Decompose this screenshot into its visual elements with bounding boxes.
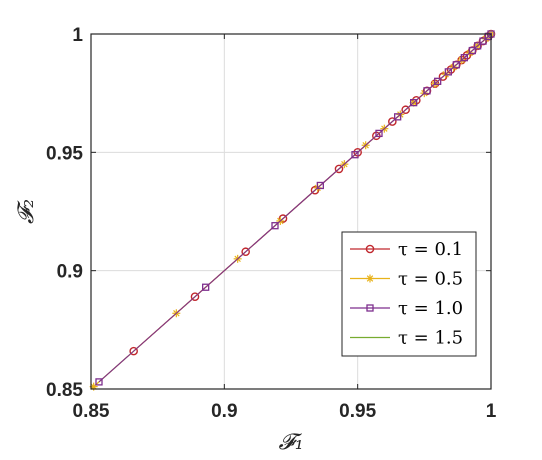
data-point: [479, 37, 487, 45]
legend-box: [341, 231, 477, 357]
data-point: [202, 283, 210, 291]
x-tick-label: 0.95: [339, 401, 376, 422]
data-point: [129, 346, 138, 356]
data-point: [468, 46, 476, 55]
data-point: [316, 181, 324, 190]
data-point: [474, 42, 482, 50]
data-point: [95, 378, 103, 386]
data-point: [410, 98, 418, 107]
data-point: [388, 117, 397, 126]
x-tick-label: 0.9: [211, 401, 237, 422]
data-point: [351, 151, 359, 159]
y-tick-label: 0.85: [46, 380, 83, 401]
series-2: [95, 30, 495, 386]
data-point: [334, 164, 344, 174]
x-axis-label: 𝓕₁: [278, 430, 303, 455]
y-tick-label: 0.9: [57, 262, 83, 283]
y-tick-label: 1: [72, 25, 83, 46]
data-point: [444, 68, 452, 76]
data-point: [423, 87, 431, 95]
y-axis-label: 𝓕₂: [14, 199, 39, 224]
data-point: [438, 72, 448, 81]
axes-box: [90, 33, 492, 390]
legend-label: τ = 0.1: [398, 239, 463, 260]
legend: τ = 0.1 τ = 0.5 τ = 1.0 τ = 1.5: [341, 231, 477, 357]
data-point: [190, 292, 200, 302]
series-line: [98, 33, 492, 383]
legend-marker: [366, 304, 374, 312]
plot-area: [89, 29, 496, 391]
data-point: [394, 113, 402, 121]
data-point: [434, 77, 442, 85]
legend-label: τ = 0.5: [398, 269, 463, 290]
data-point: [375, 129, 383, 138]
tick-labels: 0.85 0.9 0.95 1 0.85 0.9 0.95 1: [46, 25, 497, 422]
data-point: [401, 105, 410, 115]
x-tick-label: 1: [486, 401, 497, 422]
data-point: [452, 61, 460, 69]
legend-label: τ = 1.5: [398, 328, 463, 349]
legend-marker: [366, 274, 374, 283]
legend-marker: [365, 244, 375, 254]
data-point: [241, 247, 250, 257]
y-tick-label: 0.95: [46, 143, 83, 164]
x-tick-label: 0.85: [73, 401, 110, 422]
legend-label: τ = 1.0: [398, 298, 463, 319]
data-point: [278, 214, 288, 223]
data-point: [271, 222, 279, 230]
data-point: [310, 185, 320, 195]
data-point: [460, 54, 468, 62]
